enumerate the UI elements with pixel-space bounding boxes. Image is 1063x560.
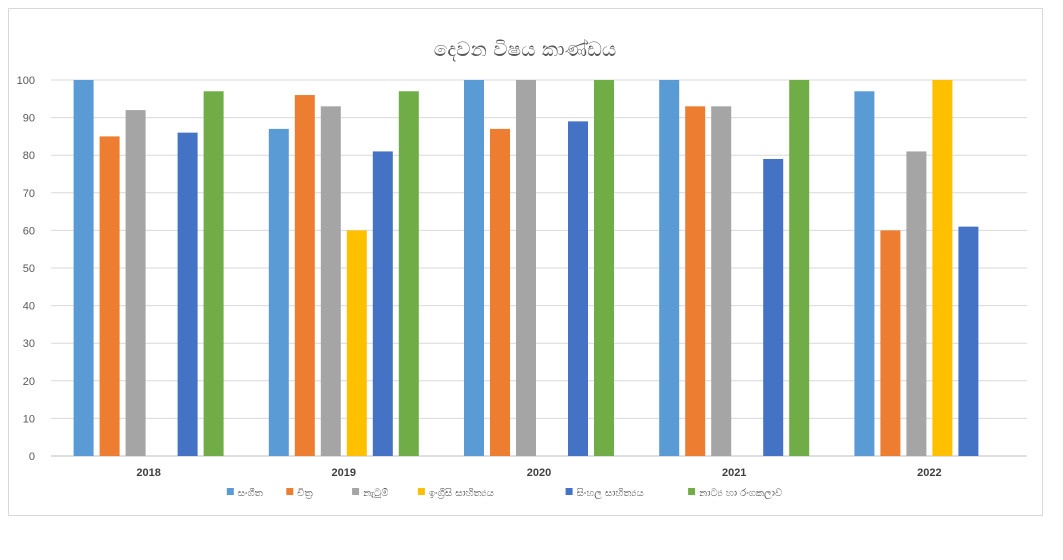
- bar: [958, 226, 979, 456]
- bar: [906, 151, 927, 456]
- bar-chart: දෙවන විෂය කාණ්ඩය 0102030405060708090100 …: [17, 37, 1027, 499]
- y-tick-label: 30: [23, 338, 35, 350]
- bar: [854, 91, 875, 456]
- y-tick-label: 10: [23, 413, 35, 425]
- bar: [294, 95, 315, 456]
- y-tick-label: 50: [23, 263, 35, 275]
- bar: [880, 230, 901, 456]
- legend-item: ඉංග්‍රීසි සාහිත්‍යය: [417, 488, 494, 499]
- y-tick-label: 40: [23, 301, 35, 313]
- y-tick-label: 60: [23, 225, 35, 237]
- y-tick-label: 0: [29, 451, 35, 463]
- legend-swatch: [286, 488, 294, 495]
- bar: [203, 91, 224, 456]
- legend-label: ඉංග්‍රීසි සාහිත්‍යය: [429, 488, 494, 499]
- x-tick-label: 2020: [527, 467, 551, 479]
- y-tick-label: 90: [23, 113, 35, 125]
- legend-item: සිංහල සාහිත්‍යය: [565, 488, 644, 499]
- legend-label: නැටුම්: [363, 487, 388, 499]
- y-tick-label: 70: [23, 188, 35, 200]
- legend-label: නාට්‍ය හා රංගකලාව: [699, 487, 782, 499]
- bar: [320, 106, 341, 456]
- legend-swatch: [226, 488, 234, 495]
- legend-label: සංගීත: [238, 488, 263, 499]
- legend-swatch: [565, 488, 573, 495]
- bar: [932, 80, 953, 456]
- bar: [659, 80, 680, 456]
- legend: සංගීත චිත්‍ර නැටුම් ඉංග්‍රීසි සාහිත්‍යය සිංහ…: [226, 487, 782, 499]
- y-tick-label: 80: [23, 150, 35, 162]
- bar: [685, 106, 706, 456]
- bar: [268, 128, 289, 456]
- bar: [594, 80, 614, 456]
- bar: [490, 128, 510, 456]
- legend-item: සංගීත: [226, 488, 263, 499]
- bar: [711, 106, 732, 456]
- legend-swatch: [352, 488, 360, 495]
- y-tick-label: 20: [23, 376, 35, 388]
- y-axis-ticks: 0 10 20 30 40 50 60 70 80 90 100: [17, 75, 35, 463]
- legend-label: චිත්‍ර: [297, 488, 312, 499]
- bar: [789, 80, 810, 456]
- bar: [516, 80, 536, 456]
- x-tick-label: 2019: [332, 467, 356, 479]
- bars: [73, 80, 979, 457]
- legend-item: නාට්‍ය හා රංගකලාව: [688, 487, 782, 499]
- x-tick-label: 2022: [917, 467, 941, 479]
- x-tick-label: 2018: [136, 467, 160, 479]
- y-tick-label: 100: [17, 75, 35, 87]
- bar: [73, 80, 94, 456]
- bar: [568, 121, 588, 457]
- legend-label: සිංහල සාහිත්‍යය: [577, 488, 644, 499]
- x-tick-label: 2021: [722, 467, 746, 479]
- bar: [125, 110, 146, 456]
- bar: [398, 91, 419, 456]
- legend-swatch: [688, 488, 696, 495]
- legend-item: චිත්‍ර: [286, 488, 313, 499]
- legend-swatch: [417, 488, 425, 495]
- bar: [464, 80, 484, 456]
- bar: [763, 158, 784, 456]
- chart-frame: දෙවන විෂය කාණ්ඩය 0 10 20 30 40 50 60 70 80 90 100 …: [8, 8, 1043, 516]
- bar: [177, 132, 198, 456]
- bar: [346, 230, 367, 456]
- bar: [372, 151, 393, 456]
- legend-item: නැටුම්: [352, 487, 388, 499]
- bar: [99, 136, 120, 456]
- x-axis-ticks: 2018 2019 2020 2021 2022: [136, 467, 941, 479]
- chart-title: දෙවන විෂය කාණ්ඩය: [434, 37, 617, 61]
